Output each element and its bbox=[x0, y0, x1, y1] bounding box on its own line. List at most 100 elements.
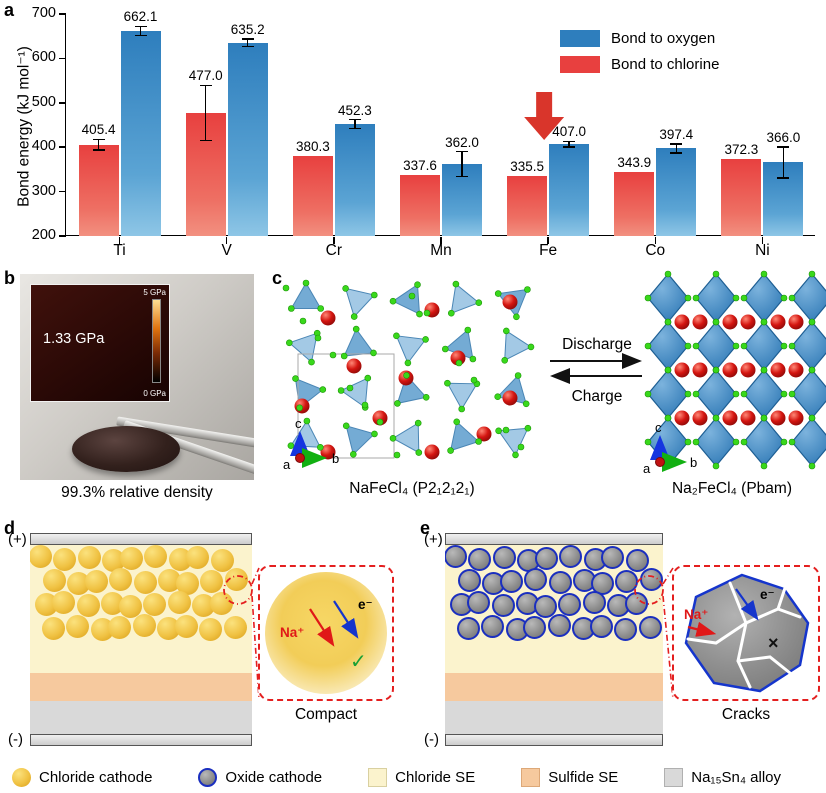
sulfide-se-layer bbox=[30, 673, 252, 701]
cathode-particle bbox=[108, 616, 131, 640]
cathode-particle bbox=[625, 548, 649, 572]
axis-indicator-right: c b a bbox=[643, 420, 697, 476]
bond-energy-chart: 200 300 400 500 600 700 Ti 405.4 662.1 V 477.0 635.… bbox=[32, 5, 815, 259]
bar-value-label: 452.3 bbox=[337, 102, 372, 118]
x-axis-tick bbox=[761, 236, 764, 244]
y-axis-tick-label: 200 bbox=[31, 227, 56, 243]
error-bar-cap bbox=[241, 38, 254, 40]
cathode-particle bbox=[175, 571, 199, 595]
axis-a-label: a bbox=[283, 457, 291, 472]
cathode-particle bbox=[90, 618, 114, 641]
color-scale-bar bbox=[152, 299, 161, 383]
cathode-particle bbox=[158, 568, 181, 592]
cathode-particle bbox=[639, 567, 663, 591]
alloy-anode-layer bbox=[445, 701, 663, 734]
bar-Cr-oxygen bbox=[334, 123, 375, 236]
y-axis-tick bbox=[59, 235, 66, 237]
panel-label-e: e bbox=[420, 518, 431, 538]
axis-c-label: c bbox=[295, 416, 302, 431]
error-bar-cap bbox=[777, 177, 790, 179]
chloride-se-layer bbox=[445, 641, 663, 673]
y-axis-tick bbox=[59, 13, 66, 15]
scale-min-label: 0 GPa bbox=[143, 389, 166, 398]
check-icon: ✓ bbox=[350, 651, 367, 673]
error-bar bbox=[782, 146, 785, 178]
error-bar-cap bbox=[348, 127, 361, 130]
cathode-particle bbox=[624, 592, 648, 616]
legend-label: Oxide cathode bbox=[225, 768, 323, 786]
bar-Fe-chlorine bbox=[507, 175, 548, 236]
panel-label-c: c bbox=[272, 268, 283, 288]
cathode-particle bbox=[52, 591, 75, 615]
sulfide-se-layer bbox=[445, 673, 663, 701]
cathode-particle bbox=[456, 617, 480, 641]
cathode-particle bbox=[167, 591, 191, 615]
error-bar bbox=[461, 151, 463, 177]
cathode-particle bbox=[582, 591, 606, 615]
negative-electrode-label: (-) bbox=[424, 731, 439, 748]
bar-Fe-oxygen bbox=[549, 144, 590, 236]
panel-bond-energy-chart: a Bond energy (kJ mol⁻¹) 200 300 400 500 600… bbox=[0, 0, 826, 260]
error-bar-cap bbox=[670, 152, 683, 154]
cathode-particle bbox=[66, 615, 89, 639]
axis-a-label: a bbox=[643, 461, 651, 476]
cathode-particle bbox=[548, 570, 572, 594]
bar-Co-chlorine bbox=[614, 172, 655, 236]
compact-particle-inset: Na⁺ e⁻ ✓ bbox=[258, 565, 394, 701]
error-bar bbox=[354, 119, 356, 129]
electrolyte-pellet bbox=[72, 426, 180, 472]
error-bar-cap bbox=[456, 175, 468, 178]
alloy-anode-layer bbox=[30, 701, 252, 734]
error-bar-cap bbox=[563, 140, 576, 143]
cathode-particle bbox=[533, 595, 557, 619]
error-bar bbox=[97, 139, 100, 151]
panel-label-b: b bbox=[4, 268, 15, 288]
na2fecl4-structure bbox=[644, 270, 826, 470]
cathode-particle bbox=[101, 592, 124, 616]
x-axis-category-label: Ti bbox=[113, 242, 126, 259]
error-bar-cap bbox=[348, 118, 361, 121]
cathode-particle bbox=[558, 593, 581, 617]
cathode-particle bbox=[638, 616, 662, 640]
legend-item-chloride-cathode: Chloride cathode bbox=[12, 767, 152, 787]
axis-b-label: b bbox=[690, 455, 697, 470]
error-bar-cap bbox=[134, 25, 147, 28]
y-axis-tick-label: 300 bbox=[31, 182, 56, 199]
chart-legend: Bond to oxygen Bond to chlorine bbox=[560, 30, 719, 82]
cracked-particle-drawing bbox=[684, 573, 810, 693]
cathode-particle bbox=[614, 618, 637, 641]
cathode-particle bbox=[143, 593, 166, 617]
cathode-particle bbox=[157, 617, 180, 641]
cathode-particle bbox=[42, 568, 66, 592]
y-axis-tick-label: 700 bbox=[31, 5, 56, 21]
reaction-arrows bbox=[550, 353, 642, 384]
legend-swatch bbox=[560, 30, 600, 47]
bar-value-label: 343.9 bbox=[617, 155, 652, 171]
error-bar-cap bbox=[670, 143, 683, 145]
x-axis-tick bbox=[118, 236, 121, 244]
x-axis-category-label: Mn bbox=[430, 242, 452, 259]
error-bar bbox=[568, 141, 570, 147]
x-axis-category-label: V bbox=[221, 242, 232, 259]
bar-value-label: 335.5 bbox=[510, 158, 545, 174]
legend-label: Na₁₅Sn₄ alloy bbox=[691, 768, 782, 786]
error-bar bbox=[139, 26, 142, 36]
bar-Co-oxygen bbox=[656, 148, 697, 236]
bar-value-label: 397.4 bbox=[659, 126, 694, 142]
cathode-particle bbox=[144, 545, 167, 568]
cathode-particle bbox=[67, 571, 90, 595]
legend-label: Bond to chlorine bbox=[611, 56, 720, 73]
current-collector-bottom bbox=[30, 734, 252, 746]
crack-lines bbox=[686, 581, 802, 689]
error-bar-cap bbox=[199, 84, 212, 87]
right-phase-formula: Na₂FeCl₄ (Pbam) bbox=[671, 480, 792, 497]
electron-label: e⁻ bbox=[760, 587, 775, 602]
modulus-value: 1.33 GPa bbox=[43, 331, 105, 347]
bar-value-label: 366.0 bbox=[766, 129, 801, 145]
cathode-particle bbox=[76, 594, 100, 618]
cathode-particle bbox=[223, 616, 247, 640]
positive-electrode-label: (+) bbox=[424, 531, 443, 548]
chloride-cathode-layer bbox=[30, 545, 252, 641]
cathode-particle bbox=[209, 592, 233, 616]
panel-oxide-cell: e (+) (-) bbox=[412, 516, 826, 766]
